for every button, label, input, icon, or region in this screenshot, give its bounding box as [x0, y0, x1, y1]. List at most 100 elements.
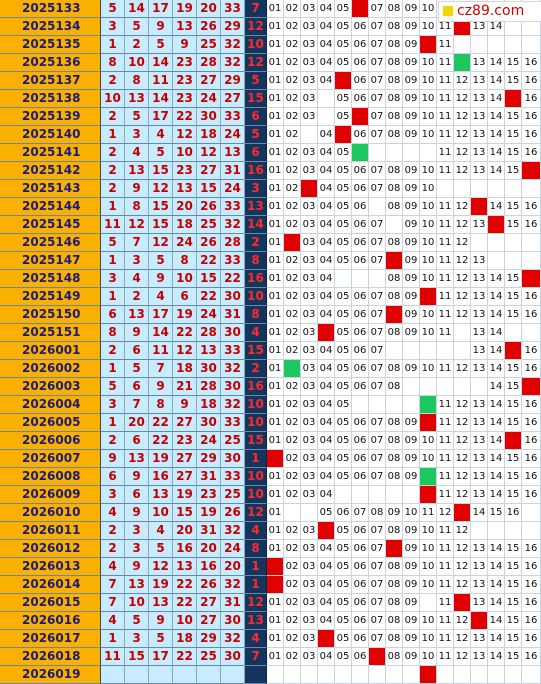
red-ball: 5: [125, 18, 149, 36]
blue-ball: 12: [245, 54, 267, 72]
issue-number: 2026008: [0, 468, 101, 486]
red-ball: 8: [125, 198, 149, 216]
blue-trend-cell: 01: [267, 540, 284, 558]
blue-trend-cell: 06: [352, 126, 369, 144]
blue-trend-cell: 09: [403, 252, 420, 270]
table-row: 2026003 5 6 9 21 28 30 16 01 02 03 04 05 06 07 08 14 15 16: [0, 378, 541, 396]
blue-trend-cell: 15: [505, 378, 522, 396]
issue-number: 2026019: [0, 666, 101, 684]
blue-trend-cell: 08: [386, 180, 403, 198]
red-ball: 13: [197, 342, 221, 360]
red-ball: 8: [149, 396, 173, 414]
blue-trend-cell: 12: [454, 576, 471, 594]
blue-trend-cell: 16: [522, 270, 541, 288]
red-ball: 7: [125, 234, 149, 252]
red-ball: 25: [197, 648, 221, 666]
red-ball: 2: [101, 162, 125, 180]
red-ball: 2: [101, 540, 125, 558]
blue-trend-cell: [386, 216, 403, 234]
blue-trend-cell: [386, 486, 403, 504]
blue-trend-cell: 12: [454, 216, 471, 234]
blue-ball: 1: [245, 576, 267, 594]
blue-trend-cell: 13: [471, 18, 488, 36]
red-ball: 5: [101, 234, 125, 252]
blue-trend-cell: [505, 234, 522, 252]
red-ball: 27: [221, 90, 245, 108]
blue-trend-cell: 12: [454, 486, 471, 504]
blue-trend-cell: 14: [488, 360, 505, 378]
blue-trend-cell: 07: [369, 630, 386, 648]
blue-trend-cell: 11: [437, 486, 454, 504]
table-row: 2026001 2 6 11 12 13 33 15 01 02 03 04 05 06 07 13 14 15 1…: [0, 342, 541, 360]
blue-trend-cell: 10: [420, 180, 437, 198]
blue-trend-cell: 16: [522, 72, 541, 90]
blue-trend-cell: 04: [318, 288, 335, 306]
blue-trend-cell: [522, 252, 541, 270]
blue-trend-cell: 03: [301, 216, 318, 234]
blue-trend-cell: 01: [267, 396, 284, 414]
blue-trend-cell: [420, 666, 437, 684]
red-ball: 5: [149, 540, 173, 558]
blue-trend-cell: 12: [454, 558, 471, 576]
table-row: 2025141 2 4 5 10 12 13 6 01 02 03 04 05 11 12 13 14 15 16: [0, 144, 541, 162]
blue-trend-cell: 10: [420, 450, 437, 468]
blue-trend-cell: [335, 666, 352, 684]
red-ball: 27: [197, 594, 221, 612]
blue-trend-cell: [403, 144, 420, 162]
blue-trend-cell: 05: [335, 558, 352, 576]
blue-trend-cell: 07: [369, 72, 386, 90]
site-logo[interactable]: cz89.com: [438, 1, 541, 22]
blue-trend-cell: 05: [335, 540, 352, 558]
red-ball: 3: [125, 522, 149, 540]
blue-trend-cell: 05: [335, 144, 352, 162]
red-ball: 15: [197, 270, 221, 288]
red-ball: 12: [149, 234, 173, 252]
red-ball: 9: [149, 18, 173, 36]
blue-trend-cell: 08: [386, 594, 403, 612]
blue-trend-cell: 04: [318, 540, 335, 558]
red-ball: 9: [125, 180, 149, 198]
table-row: 2025146 5 7 12 24 26 28 2 01 02 03 04 05 06 07 08 09 10 11…: [0, 234, 541, 252]
blue-trend-cell: 08: [386, 576, 403, 594]
blue-trend-cell: 04: [318, 486, 335, 504]
blue-trend-cell: 09: [403, 108, 420, 126]
blue-trend-cell: 07: [369, 288, 386, 306]
blue-trend-cell: 16: [522, 576, 541, 594]
blue-trend-cell: 03: [301, 288, 318, 306]
red-ball: 10: [125, 594, 149, 612]
blue-trend-cell: 11: [437, 144, 454, 162]
blue-trend-cell: 09: [403, 630, 420, 648]
blue-trend-cell: 04: [318, 450, 335, 468]
blue-trend-cell: 04: [318, 144, 335, 162]
blue-ball: 5: [245, 126, 267, 144]
red-ball: 7: [125, 396, 149, 414]
blue-trend-cell: 15: [505, 450, 522, 468]
table-row: 2025134 3 5 9 13 26 29 12 01 02 03 04 05 06 07 08 09 10 11…: [0, 18, 541, 36]
blue-ball: 16: [245, 270, 267, 288]
blue-trend-cell: 13: [471, 450, 488, 468]
blue-trend-cell: 10: [420, 72, 437, 90]
blue-trend-cell: 03: [301, 558, 318, 576]
blue-trend-cell: 13: [471, 144, 488, 162]
blue-trend-cell: [471, 666, 488, 684]
red-ball: 22: [197, 288, 221, 306]
red-ball: 32: [221, 216, 245, 234]
blue-trend-cell: 02: [284, 216, 301, 234]
blue-trend-cell: 08: [386, 108, 403, 126]
red-ball: 28: [197, 54, 221, 72]
issue-number: 2025135: [0, 36, 101, 54]
blue-trend-cell: 13: [471, 54, 488, 72]
blue-trend-cell: 10: [420, 288, 437, 306]
blue-trend-cell: 06: [352, 216, 369, 234]
blue-trend-cell: 16: [522, 378, 541, 396]
blue-trend-cell: [454, 342, 471, 360]
red-ball: 24: [197, 432, 221, 450]
blue-trend-cell: 11: [437, 162, 454, 180]
blue-trend-cell: 14: [488, 144, 505, 162]
blue-trend-cell: 01: [267, 252, 284, 270]
blue-trend-cell: 02: [284, 540, 301, 558]
red-ball: 31: [221, 162, 245, 180]
blue-trend-cell: [420, 378, 437, 396]
red-ball: 12: [197, 144, 221, 162]
red-ball: 1: [101, 630, 125, 648]
